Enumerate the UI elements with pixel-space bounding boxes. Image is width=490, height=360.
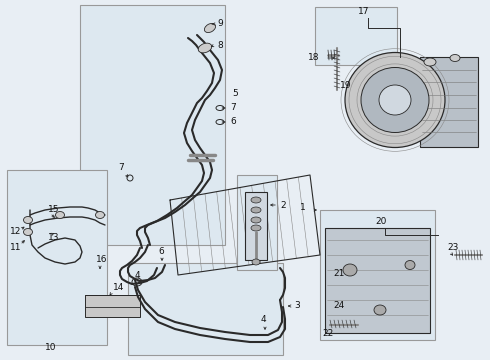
Text: 8: 8: [217, 40, 223, 49]
Text: 4: 4: [261, 315, 267, 324]
Ellipse shape: [24, 229, 32, 235]
Text: 17: 17: [358, 8, 369, 17]
Text: 13: 13: [48, 233, 59, 242]
Text: 5: 5: [232, 89, 238, 98]
Ellipse shape: [379, 85, 411, 115]
Text: 7: 7: [118, 163, 124, 172]
Text: 16: 16: [96, 256, 107, 265]
Text: 10: 10: [45, 343, 56, 352]
Ellipse shape: [251, 225, 261, 231]
Text: 21: 21: [333, 270, 344, 279]
Text: 20: 20: [375, 217, 387, 226]
Text: 7: 7: [230, 104, 236, 112]
Ellipse shape: [405, 261, 415, 270]
Text: 1: 1: [300, 202, 306, 211]
Bar: [420, 57, 478, 147]
Bar: [315, 7, 397, 65]
Text: 18: 18: [308, 53, 319, 62]
Text: 15: 15: [48, 206, 59, 215]
Ellipse shape: [55, 211, 65, 219]
Text: 14: 14: [113, 284, 124, 292]
Text: 24: 24: [333, 301, 344, 310]
Text: 19: 19: [340, 81, 351, 90]
Ellipse shape: [374, 305, 386, 315]
Ellipse shape: [361, 68, 429, 132]
Bar: [85, 295, 140, 317]
Bar: [128, 263, 283, 355]
Ellipse shape: [345, 53, 445, 148]
Ellipse shape: [24, 216, 32, 224]
Text: 6: 6: [230, 117, 236, 126]
Text: 23: 23: [447, 243, 458, 252]
Bar: [80, 5, 225, 245]
Bar: [245, 192, 267, 260]
Ellipse shape: [198, 43, 212, 53]
Bar: [237, 175, 277, 270]
Text: 2: 2: [280, 201, 286, 210]
Text: 6: 6: [158, 247, 164, 256]
Bar: [7, 170, 107, 345]
Text: 3: 3: [294, 302, 300, 310]
Ellipse shape: [251, 197, 261, 203]
Ellipse shape: [450, 54, 460, 62]
Text: 22: 22: [322, 328, 333, 338]
Text: 9: 9: [217, 19, 223, 28]
Ellipse shape: [252, 259, 260, 265]
Ellipse shape: [343, 264, 357, 276]
Bar: [320, 210, 435, 340]
Text: 4: 4: [135, 270, 141, 279]
Bar: [325, 228, 430, 333]
Ellipse shape: [251, 207, 261, 213]
Text: 12: 12: [10, 228, 22, 237]
Text: 11: 11: [10, 243, 22, 252]
Ellipse shape: [204, 23, 216, 33]
Ellipse shape: [251, 217, 261, 223]
Ellipse shape: [96, 211, 104, 219]
Ellipse shape: [424, 58, 436, 66]
